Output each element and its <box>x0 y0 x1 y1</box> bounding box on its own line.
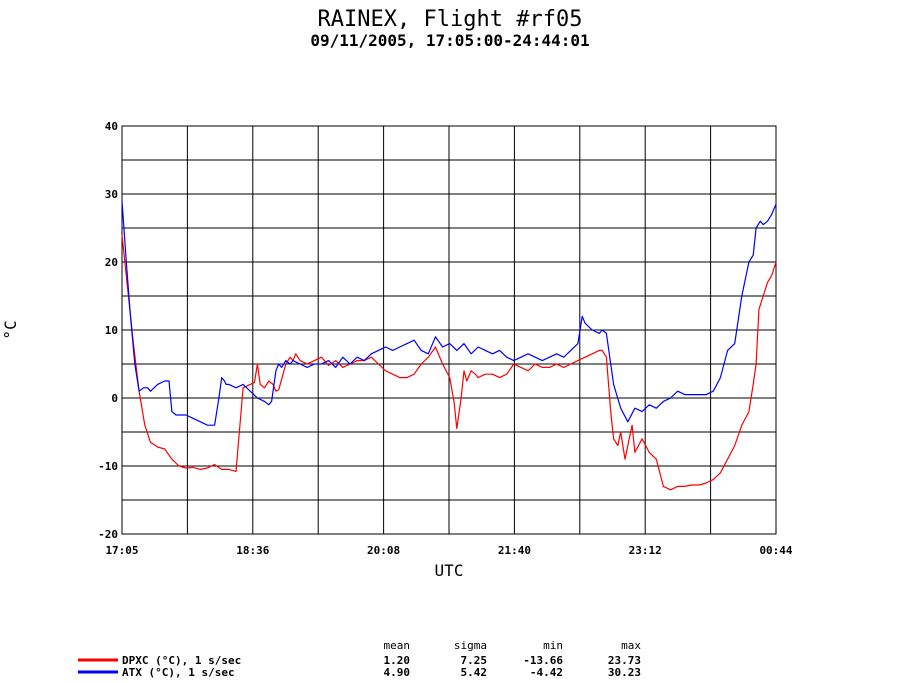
x-axis-label: UTC <box>435 561 464 580</box>
stats-value: -13.66 <box>523 654 563 667</box>
series-lines <box>121 200 777 491</box>
stats-value: 30.23 <box>608 666 641 679</box>
stats-value: 4.90 <box>384 666 411 679</box>
plot-frame <box>121 125 777 535</box>
stats-header: min <box>543 639 563 652</box>
legend-label: DPXC (°C), 1 s/sec <box>122 654 241 667</box>
series-line-atx <box>121 200 777 426</box>
stats-value: 1.20 <box>384 654 411 667</box>
stats-table: mean sigma min max DPXC (°C), 1 s/sec 1.20 7.2… <box>78 639 641 679</box>
y-tick-label: 10 <box>105 324 118 337</box>
stats-header: mean <box>384 639 411 652</box>
y-tick-label: 40 <box>105 120 118 133</box>
y-tick-label: 30 <box>105 188 118 201</box>
stats-value: 23.73 <box>608 654 641 667</box>
chart-subtitle: 09/11/2005, 17:05:00-24:44:01 <box>310 31 589 50</box>
x-tick-label: 23:12 <box>629 544 662 557</box>
stats-value: -4.42 <box>530 666 563 679</box>
grid-lines <box>122 126 776 534</box>
x-tick-label: 21:40 <box>498 544 531 557</box>
y-axis-label: °C <box>1 320 20 339</box>
series-line-dpxc <box>121 234 777 491</box>
x-tick-label: 00:44 <box>759 544 792 557</box>
stats-value: 7.25 <box>461 654 488 667</box>
y-tick-label: 0 <box>111 392 118 405</box>
x-tick-labels: 17:05 18:36 20:08 21:40 23:12 00:44 <box>105 544 792 557</box>
stats-value: 5.42 <box>461 666 488 679</box>
y-tick-label: 20 <box>105 256 118 269</box>
x-tick-label: 18:36 <box>236 544 269 557</box>
legend-label: ATX (°C), 1 s/sec <box>122 666 235 679</box>
x-tick-label: 20:08 <box>367 544 400 557</box>
y-tick-label: -20 <box>98 528 118 541</box>
y-tick-labels: -20 -10 0 10 20 30 40 <box>98 120 118 541</box>
stats-header: sigma <box>454 639 487 652</box>
stats-header: max <box>621 639 641 652</box>
x-tick-label: 17:05 <box>105 544 138 557</box>
chart-title: RAINEX, Flight #rf05 <box>318 7 583 32</box>
y-tick-label: -10 <box>98 460 118 473</box>
